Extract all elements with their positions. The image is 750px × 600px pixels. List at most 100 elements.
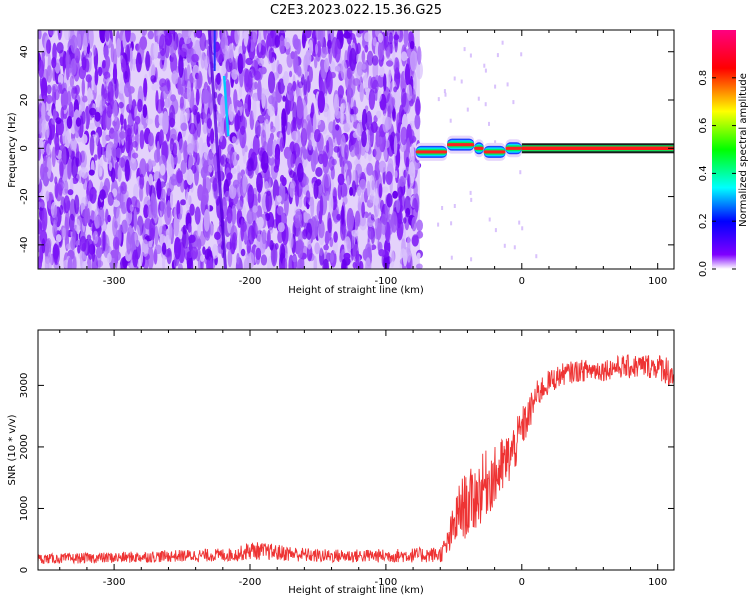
noise-speckle	[129, 47, 133, 72]
sparse-speckle	[503, 243, 506, 248]
noise-speckle	[195, 88, 200, 106]
noise-speckle	[161, 85, 169, 100]
noise-speckle	[157, 215, 163, 237]
noise-speckle	[142, 104, 148, 119]
noise-speckle	[393, 34, 400, 41]
noise-speckle	[116, 38, 121, 58]
noise-speckle	[414, 113, 421, 130]
noise-speckle	[261, 150, 269, 174]
noise-speckle	[112, 120, 117, 127]
noise-speckle	[236, 165, 241, 174]
noise-speckle	[86, 234, 92, 241]
noise-speckle	[74, 194, 80, 215]
noise-speckle	[402, 217, 407, 224]
noise-speckle	[150, 75, 157, 83]
noise-speckle	[88, 122, 96, 130]
noise-speckle	[409, 40, 415, 50]
noise-speckle	[404, 63, 411, 86]
noise-speckle	[200, 51, 205, 69]
noise-speckle	[351, 229, 359, 237]
noise-speckle	[93, 154, 98, 161]
noise-speckle	[219, 118, 223, 143]
noise-speckle	[45, 242, 49, 257]
snr-x-tick-label: -300	[103, 577, 126, 588]
noise-speckle	[183, 140, 188, 164]
noise-speckle	[44, 122, 50, 130]
noise-speckle	[388, 32, 393, 45]
noise-speckle	[71, 85, 78, 100]
noise-speckle	[67, 90, 71, 106]
noise-speckle	[43, 166, 49, 173]
noise-streak	[207, 30, 228, 269]
noise-speckle	[179, 47, 188, 58]
noise-speckle	[380, 199, 385, 213]
noise-speckle	[127, 225, 135, 245]
noise-speckle	[356, 136, 362, 160]
noise-speckle	[147, 246, 154, 269]
noise-speckle	[394, 170, 398, 179]
noise-speckle	[258, 31, 262, 53]
sparse-speckle	[519, 170, 522, 175]
noise-speckle	[374, 138, 382, 162]
noise-speckle	[86, 92, 94, 102]
noise-speckle	[396, 112, 402, 133]
noise-speckle	[292, 80, 297, 92]
noise-speckle	[159, 78, 167, 88]
noise-speckle	[67, 159, 72, 180]
noise-speckle	[308, 66, 313, 83]
noise-speckle	[87, 239, 94, 260]
noise-speckle	[226, 206, 233, 224]
noise-speckle	[333, 231, 338, 243]
noise-speckle	[327, 33, 331, 55]
noise-speckle	[324, 57, 329, 73]
noise-speckle	[90, 188, 97, 195]
noise-speckle	[143, 77, 148, 98]
noise-speckle	[141, 30, 147, 36]
noise-speckle	[314, 242, 321, 255]
noise-speckle	[301, 30, 306, 49]
noise-speckle	[42, 95, 47, 104]
noise-speckle	[256, 205, 263, 220]
noise-speckle	[104, 30, 110, 42]
noise-speckle	[62, 227, 66, 241]
noise-speckle	[279, 35, 285, 55]
noise-speckle	[214, 231, 221, 240]
noise-speckle	[229, 197, 234, 207]
noise-speckle	[261, 87, 266, 109]
noise-speckle	[251, 59, 259, 76]
noise-speckle	[180, 199, 187, 206]
noise-speckle	[183, 179, 188, 190]
noise-speckle	[396, 143, 401, 151]
noise-speckle	[147, 204, 154, 218]
noise-speckle	[73, 218, 81, 232]
noise-speckle	[281, 176, 287, 187]
noise-speckle	[63, 195, 71, 214]
noise-speckle	[335, 124, 340, 131]
noise-speckle	[322, 152, 328, 168]
sparse-speckle	[450, 255, 453, 260]
noise-speckle	[234, 30, 240, 45]
noise-speckle	[406, 84, 413, 101]
sparse-speckle	[466, 107, 469, 112]
snr-x-axis-label: Height of straight line (km)	[288, 585, 424, 596]
sparse-speckle	[494, 140, 497, 145]
noise-speckle	[156, 178, 162, 200]
noise-speckle	[310, 111, 314, 119]
spectrogram-x-axis-label: Height of straight line (km)	[288, 285, 424, 296]
noise-speckle	[376, 110, 382, 119]
noise-speckle	[334, 38, 341, 63]
snr-y-axis-label: SNR (10 * v/v)	[7, 414, 18, 485]
noise-speckle	[186, 64, 191, 85]
noise-speckle	[310, 149, 317, 172]
noise-speckle	[84, 205, 88, 227]
noise-speckle	[378, 249, 386, 257]
noise-speckle	[265, 190, 273, 212]
noise-speckle	[398, 175, 407, 187]
noise-speckle	[141, 239, 149, 257]
noise-speckle	[102, 88, 108, 100]
noise-speckle	[194, 206, 201, 225]
noise-speckle	[201, 89, 210, 104]
noise-speckle	[244, 145, 248, 153]
